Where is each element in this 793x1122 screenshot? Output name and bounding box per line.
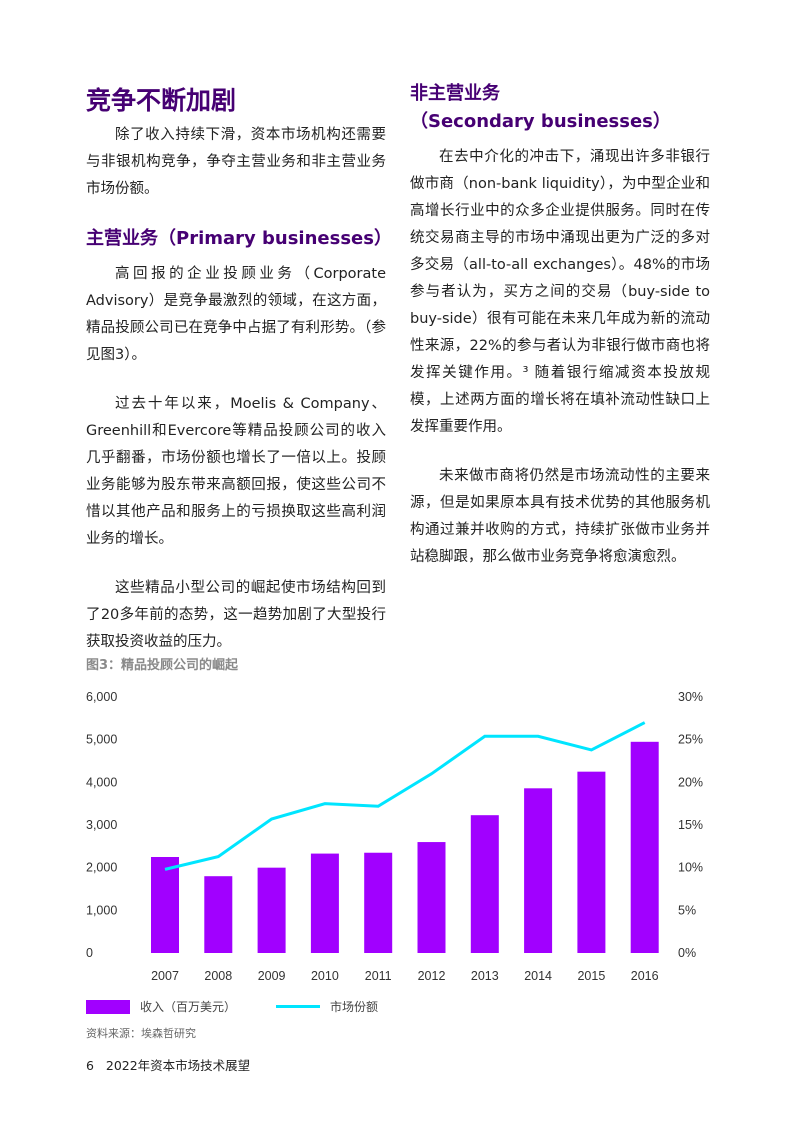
intro-paragraph: 除了收入持续下滑，资本市场机构还需要与非银机构竞争，争夺主营业务和非主营业务市场… <box>86 127 386 197</box>
bar <box>630 741 659 953</box>
x-tick-label: 2015 <box>577 969 605 983</box>
market-share-line <box>164 721 646 871</box>
x-tick-label: 2007 <box>151 969 179 983</box>
y-right-tick-label: 15% <box>678 818 703 832</box>
y-right-tick-label: 20% <box>678 775 703 789</box>
footer: 6 2022年资本市场技术展望 <box>86 1055 250 1074</box>
x-tick-label: 2008 <box>204 969 232 983</box>
y-left-tick-label: 6,000 <box>86 690 117 704</box>
footer-title: 2022年资本市场技术展望 <box>105 1058 251 1073</box>
y-left-tick-label: 0 <box>86 946 93 960</box>
bar <box>204 876 233 953</box>
left-column: 竞争不断加剧 除了收入持续下滑，资本市场机构还需要与非银机构竞争，争夺主营业务和… <box>86 84 392 678</box>
x-tick-label: 2012 <box>418 969 446 983</box>
paragraph: 过去十年以来，Moelis & Company、Greenhill和Everco… <box>86 396 386 547</box>
x-tick-label: 2009 <box>258 969 286 983</box>
bar <box>310 853 339 953</box>
y-left-tick-label: 3,000 <box>86 818 117 832</box>
bar <box>577 771 606 953</box>
figure-source: 资料来源：埃森哲研究 <box>86 1027 196 1040</box>
x-tick-label: 2016 <box>631 969 659 983</box>
y-right-tick-label: 5% <box>678 903 696 917</box>
bar <box>364 852 393 953</box>
bar <box>257 867 286 953</box>
legend-label: 收入（百万美元） <box>140 1000 237 1014</box>
y-right-tick-label: 0% <box>678 946 696 960</box>
y-right-tick-label: 10% <box>678 861 703 875</box>
bar <box>470 815 499 953</box>
y-right-tick-label: 30% <box>678 690 703 704</box>
bar <box>151 857 179 953</box>
x-tick-label: 2014 <box>524 969 552 983</box>
paragraph: 未来做市商将仍然是市场流动性的主要来源，但是如果原本具有技术优势的其他服务机构通… <box>410 468 710 565</box>
legend: 收入（百万美元） 市场份额 <box>86 998 378 1015</box>
paragraph: 在去中介化的冲击下，涌现出许多非银行做市商（non-bank liquidity… <box>410 149 710 435</box>
page-number: 6 <box>86 1058 94 1073</box>
figure-title: 图3：精品投顾公司的崛起 <box>86 658 239 673</box>
secondary-heading-en: （Secondary businesses） <box>410 111 671 132</box>
y-left-tick-label: 2,000 <box>86 861 117 875</box>
x-tick-label: 2013 <box>471 969 499 983</box>
bar <box>524 788 553 953</box>
legend-swatch-line <box>276 1005 321 1008</box>
primary-heading: 主营业务（Primary businesses） <box>86 228 392 249</box>
right-column: 非主营业务 （Secondary businesses） 在去中介化的冲击下，涌… <box>410 80 710 593</box>
paragraph: 这些精品小型公司的崛起使市场结构回到了20多年前的态势，这一趋势加剧了大型投行获… <box>86 580 386 650</box>
y-left-tick-label: 5,000 <box>86 733 117 747</box>
paragraph: 高回报的企业投顾业务（Corporate Advisory）是竞争最激烈的领域，… <box>86 266 386 363</box>
legend-swatch-bar <box>86 999 130 1014</box>
x-tick-label: 2011 <box>365 969 392 983</box>
secondary-heading: 非主营业务 <box>410 83 500 104</box>
legend-label: 市场份额 <box>330 1000 379 1014</box>
y-right-tick-label: 25% <box>678 733 703 747</box>
x-tick-label: 2010 <box>311 969 339 983</box>
bar <box>417 842 446 953</box>
y-left-tick-label: 4,000 <box>86 775 117 789</box>
y-left-tick-label: 1,000 <box>86 903 117 917</box>
section-title: 竞争不断加剧 <box>86 86 237 115</box>
chart: 0 1,000 2,000 3,000 4,000 5,000 6,000 0% 5% 10% 15… <box>86 690 703 983</box>
